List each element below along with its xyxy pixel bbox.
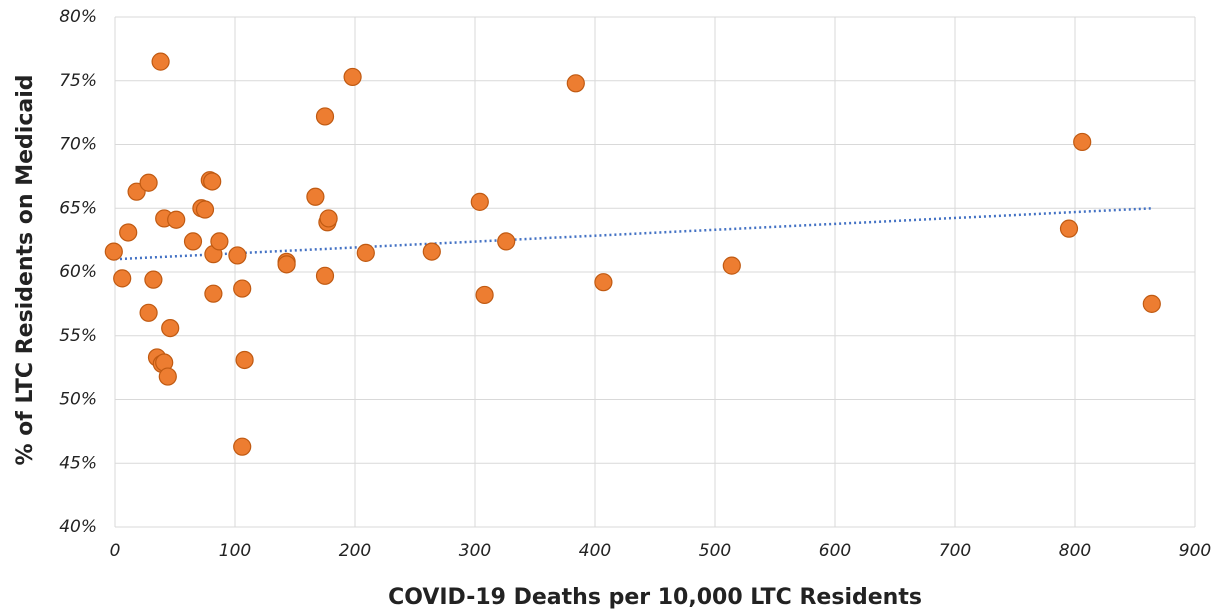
point xyxy=(235,350,254,370)
point xyxy=(139,303,158,322)
point xyxy=(104,242,123,261)
point xyxy=(594,273,613,292)
x-tick-label: 0 xyxy=(110,541,121,561)
point xyxy=(139,173,158,192)
point xyxy=(277,255,296,274)
point xyxy=(356,243,375,262)
point xyxy=(422,242,441,261)
point xyxy=(1142,294,1161,313)
point xyxy=(233,437,252,456)
point xyxy=(319,209,338,228)
point xyxy=(306,187,325,206)
y-tick-label: 40% xyxy=(59,517,97,537)
y-tick-label: 60% xyxy=(59,262,97,282)
y-tick-label: 70% xyxy=(59,135,97,155)
point xyxy=(497,232,516,251)
point xyxy=(1059,219,1079,238)
trendline xyxy=(114,207,1154,261)
point xyxy=(566,74,585,93)
y-tick-label: 75% xyxy=(59,71,97,91)
x-tick-label: 900 xyxy=(1179,541,1211,561)
y-tick-label: 65% xyxy=(59,198,97,218)
point xyxy=(204,284,223,303)
point xyxy=(475,285,494,305)
point xyxy=(343,67,362,87)
x-tick-label: 400 xyxy=(579,541,611,561)
point xyxy=(113,269,132,288)
x-tick-label: 500 xyxy=(699,541,731,561)
point xyxy=(158,367,177,386)
point xyxy=(203,172,222,191)
y-tick-label: 45% xyxy=(59,453,97,473)
y-tick-label: 55% xyxy=(59,326,97,346)
point xyxy=(228,246,247,265)
point xyxy=(210,232,229,251)
y-tick-label: 80% xyxy=(59,7,97,27)
point xyxy=(470,192,489,211)
y-tick-label: 50% xyxy=(59,390,97,410)
point xyxy=(144,270,163,289)
point xyxy=(183,232,203,251)
point xyxy=(315,266,335,285)
point xyxy=(722,256,741,275)
x-tick-label: 300 xyxy=(459,541,491,561)
y-axis-title: % of LTC Residents on Medicaid xyxy=(13,74,38,465)
point xyxy=(315,107,335,126)
point xyxy=(151,52,170,71)
point xyxy=(167,210,186,229)
x-tick-label: 800 xyxy=(1059,541,1091,561)
point xyxy=(233,279,252,298)
point xyxy=(119,223,138,242)
x-tick-label: 100 xyxy=(219,541,251,561)
point xyxy=(195,200,215,219)
point xyxy=(161,319,180,338)
x-tick-label: 200 xyxy=(339,541,371,561)
x-tick-label: 600 xyxy=(819,541,851,561)
point xyxy=(1073,132,1092,152)
x-axis-title: COVID-19 Deaths per 10,000 LTC Residents xyxy=(388,585,922,610)
x-tick-label: 700 xyxy=(939,541,971,561)
